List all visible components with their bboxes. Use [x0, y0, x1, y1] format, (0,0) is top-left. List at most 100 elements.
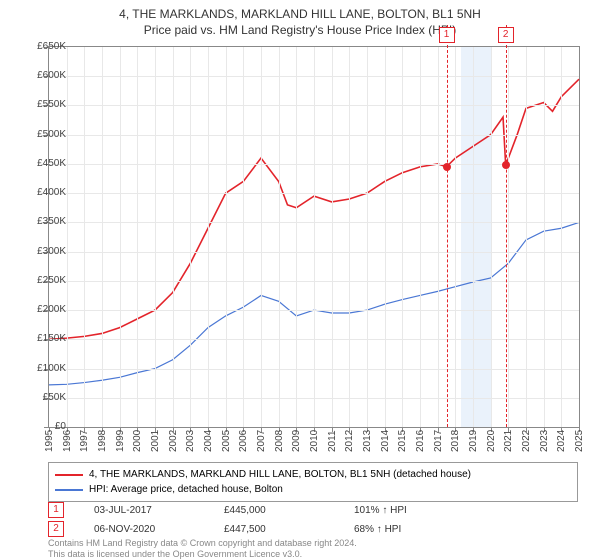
gridline-v — [438, 47, 439, 427]
sale-dot — [502, 161, 510, 169]
x-tick-label: 2013 — [362, 430, 373, 452]
footer-line-2: This data is licensed under the Open Gov… — [48, 549, 357, 560]
x-tick-label: 2005 — [221, 430, 232, 452]
x-tick-label: 2007 — [256, 430, 267, 452]
x-tick-label: 1998 — [97, 430, 108, 452]
x-tick-label: 2000 — [132, 430, 143, 452]
x-tick-label: 2014 — [380, 430, 391, 452]
x-tick-label: 2004 — [203, 430, 214, 452]
x-tick-label: 2017 — [433, 430, 444, 452]
x-tick-label: 1996 — [62, 430, 73, 452]
gridline-v — [190, 47, 191, 427]
gridline-v — [314, 47, 315, 427]
x-tick-label: 2023 — [539, 430, 550, 452]
sale-dot — [443, 163, 451, 171]
sales-table: 1 03-JUL-2017 £445,000 101% ↑ HPI 2 06-NOV-20… — [48, 502, 454, 540]
sale-date: 03-JUL-2017 — [94, 505, 194, 516]
gridline-v — [491, 47, 492, 427]
sale-row-marker: 2 — [48, 521, 64, 537]
y-tick-label: £300K — [24, 246, 66, 257]
y-tick-label: £350K — [24, 216, 66, 227]
gridline-v — [332, 47, 333, 427]
gridline-v — [226, 47, 227, 427]
x-tick-label: 2021 — [503, 430, 514, 452]
x-tick-label: 2016 — [415, 430, 426, 452]
footer: Contains HM Land Registry data © Crown c… — [48, 538, 357, 560]
y-tick-label: £500K — [24, 129, 66, 140]
x-tick-label: 2002 — [168, 430, 179, 452]
y-tick-label: £450K — [24, 158, 66, 169]
gridline-v — [526, 47, 527, 427]
x-tick-label: 2018 — [450, 430, 461, 452]
x-tick-label: 2015 — [397, 430, 408, 452]
legend-item-hpi: HPI: Average price, detached house, Bolt… — [55, 482, 571, 497]
x-tick-label: 2024 — [556, 430, 567, 452]
gridline-v — [473, 47, 474, 427]
gridline-v — [120, 47, 121, 427]
legend-label-hpi: HPI: Average price, detached house, Bolt… — [89, 482, 283, 497]
chart-container: 4, THE MARKLANDS, MARKLAND HILL LANE, BO… — [0, 0, 600, 560]
x-tick-label: 1997 — [79, 430, 90, 452]
gridline-v — [455, 47, 456, 427]
y-tick-label: £100K — [24, 363, 66, 374]
gridline-v — [367, 47, 368, 427]
gridline-v — [243, 47, 244, 427]
gridline-v — [155, 47, 156, 427]
x-tick-label: 2008 — [274, 430, 285, 452]
sale-date: 06-NOV-2020 — [94, 524, 194, 535]
y-tick-label: £400K — [24, 187, 66, 198]
gridline-v — [296, 47, 297, 427]
plot-area: 12 — [48, 46, 580, 428]
x-tick-label: 1995 — [44, 430, 55, 452]
sale-vline — [447, 25, 448, 427]
gridline-v — [67, 47, 68, 427]
gridline-v — [102, 47, 103, 427]
sale-pct: 101% ↑ HPI — [354, 505, 454, 516]
x-tick-label: 2025 — [574, 430, 585, 452]
x-tick-label: 2022 — [521, 430, 532, 452]
sale-vline — [506, 25, 507, 427]
y-tick-label: £250K — [24, 275, 66, 286]
y-tick-label: £150K — [24, 333, 66, 344]
legend-swatch-property — [55, 474, 83, 476]
sale-price: £447,500 — [224, 524, 324, 535]
legend: 4, THE MARKLANDS, MARKLAND HILL LANE, BO… — [48, 462, 578, 502]
gridline-v — [420, 47, 421, 427]
legend-label-property: 4, THE MARKLANDS, MARKLAND HILL LANE, BO… — [89, 467, 471, 482]
title-line-1: 4, THE MARKLANDS, MARKLAND HILL LANE, BO… — [0, 6, 600, 22]
legend-item-property: 4, THE MARKLANDS, MARKLAND HILL LANE, BO… — [55, 467, 571, 482]
sale-row: 2 06-NOV-2020 £447,500 68% ↑ HPI — [48, 521, 454, 537]
x-tick-label: 1999 — [115, 430, 126, 452]
y-tick-label: £50K — [24, 392, 66, 403]
y-tick-label: £550K — [24, 99, 66, 110]
x-tick-label: 2012 — [344, 430, 355, 452]
x-tick-label: 2011 — [327, 430, 338, 452]
gridline-v — [208, 47, 209, 427]
sale-price: £445,000 — [224, 505, 324, 516]
gridline-v — [561, 47, 562, 427]
gridline-v — [508, 47, 509, 427]
gridline-v — [385, 47, 386, 427]
sale-pct: 68% ↑ HPI — [354, 524, 454, 535]
gridline-v — [279, 47, 280, 427]
x-tick-label: 2010 — [309, 430, 320, 452]
x-tick-label: 2003 — [185, 430, 196, 452]
gridline-v — [261, 47, 262, 427]
gridline-v — [349, 47, 350, 427]
sale-row-marker: 1 — [48, 502, 64, 518]
sale-row: 1 03-JUL-2017 £445,000 101% ↑ HPI — [48, 502, 454, 518]
x-tick-label: 2001 — [150, 430, 161, 452]
gridline-v — [137, 47, 138, 427]
gridline-v — [402, 47, 403, 427]
x-tick-label: 2020 — [486, 430, 497, 452]
gridline-v — [84, 47, 85, 427]
footer-line-1: Contains HM Land Registry data © Crown c… — [48, 538, 357, 549]
x-tick-label: 2009 — [291, 430, 302, 452]
gridline-v — [544, 47, 545, 427]
gridline-v — [173, 47, 174, 427]
y-tick-label: £600K — [24, 70, 66, 81]
legend-swatch-hpi — [55, 489, 83, 491]
sale-marker-box: 1 — [439, 27, 455, 43]
x-tick-label: 2006 — [238, 430, 249, 452]
y-tick-label: £200K — [24, 304, 66, 315]
